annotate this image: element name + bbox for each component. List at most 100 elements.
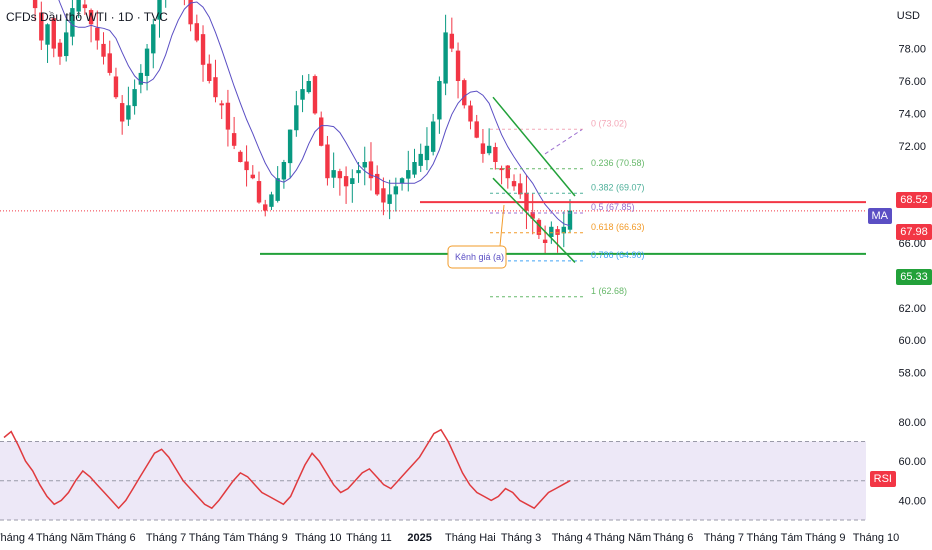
candle-body xyxy=(107,53,112,73)
candle-body xyxy=(511,181,517,187)
candle-body xyxy=(126,105,131,120)
symbol-title[interactable]: CFDs Dầu thô WTI · 1D · TVC xyxy=(6,10,168,24)
candle-body xyxy=(412,162,417,175)
ma-tag: MA xyxy=(867,208,892,224)
candle-body xyxy=(418,153,423,166)
candle-body xyxy=(238,151,243,162)
fib-level-label: 0.236 (70.58) xyxy=(591,158,645,168)
candle-body xyxy=(256,181,262,203)
current-price-tag: 67.98 xyxy=(896,224,932,240)
candle-body xyxy=(368,161,374,179)
annotation-pointer xyxy=(499,204,505,247)
candle-body xyxy=(57,42,63,57)
candle-body xyxy=(343,176,349,187)
candle-body xyxy=(430,121,436,152)
candle-body xyxy=(45,24,50,45)
rsi-tick-label: 40.00 xyxy=(898,495,926,507)
price-tick-label: 74.00 xyxy=(898,108,926,120)
candle-body xyxy=(250,174,255,179)
support-price-tag: 65.33 xyxy=(896,269,932,285)
price-tick-label: 72.00 xyxy=(898,141,926,153)
price-tick-label: 58.00 xyxy=(898,368,926,380)
candle-body xyxy=(325,144,330,179)
candle-body xyxy=(132,89,137,107)
candle-body xyxy=(231,133,237,146)
candle-body xyxy=(119,103,125,122)
ma-line xyxy=(58,0,571,227)
candle-body xyxy=(200,34,206,65)
candle-body xyxy=(555,229,560,235)
price-tick-label: 66.00 xyxy=(898,238,926,250)
time-axis-label: Tháng Năm xyxy=(36,532,93,544)
candle-body xyxy=(406,170,411,179)
fib-level-label: 0.382 (69.07) xyxy=(591,182,645,192)
fib-level-label: 0.618 (66.63) xyxy=(591,222,645,232)
candle-body xyxy=(505,165,511,179)
candle-body xyxy=(63,32,69,57)
candle-body xyxy=(76,0,81,12)
candle-body xyxy=(219,103,224,106)
candle-body xyxy=(449,33,455,49)
candle-body xyxy=(536,219,542,235)
candle-body xyxy=(474,121,479,138)
fib-level-label: 1 (62.68) xyxy=(591,286,627,296)
time-axis-label: Tháng 9 xyxy=(247,532,287,544)
candle-body xyxy=(399,178,405,184)
candle-body xyxy=(88,10,94,25)
candle-body xyxy=(443,32,448,84)
candle-body xyxy=(269,194,274,207)
candle-body xyxy=(51,18,56,49)
candle-body xyxy=(281,162,287,180)
candle-body xyxy=(393,186,399,195)
candle-body xyxy=(350,178,355,184)
candle-body xyxy=(188,0,193,25)
channel-upper-line xyxy=(492,96,576,197)
candle-body xyxy=(144,48,150,76)
candle-body xyxy=(207,63,212,81)
candle-body xyxy=(362,162,367,168)
candle-body xyxy=(549,226,554,237)
price-tick-label: 78.00 xyxy=(898,44,926,56)
fib-level-label: 0.786 (64.90) xyxy=(591,250,645,260)
time-axis-label: Tháng 11 xyxy=(346,532,392,544)
candle-body xyxy=(32,0,38,9)
annotation-box xyxy=(447,245,507,269)
candle-body xyxy=(213,77,218,98)
time-axis-label: Tháng 4 xyxy=(0,532,34,544)
candle-body xyxy=(263,204,268,211)
time-axis-label: Tháng Năm xyxy=(594,532,651,544)
time-axis-label: Tháng 10 xyxy=(295,532,341,544)
candle-body xyxy=(567,210,573,230)
candle-body xyxy=(518,183,523,195)
currency-label: USD xyxy=(896,10,920,22)
candle-body xyxy=(138,72,144,85)
time-axis-label: Tháng Tám xyxy=(189,532,245,544)
price-tick-label: 62.00 xyxy=(898,303,926,315)
candle-body xyxy=(356,170,361,174)
candle-body xyxy=(374,173,380,195)
candle-body xyxy=(337,171,343,179)
time-axis-label: Tháng Tám xyxy=(747,532,803,544)
candle-body xyxy=(70,8,75,37)
candle-body xyxy=(480,143,486,154)
rsi-tick-label: 60.00 xyxy=(898,456,926,468)
candle-body xyxy=(275,178,280,201)
candle-body xyxy=(113,76,119,98)
time-axis-label: Tháng 10 xyxy=(853,532,899,544)
time-axis-label: Tháng 4 xyxy=(552,532,592,544)
candle-body xyxy=(319,117,324,146)
candle-body xyxy=(225,102,231,130)
candle-body xyxy=(387,194,392,204)
time-axis-label: Tháng Hai xyxy=(445,532,496,544)
candle-body xyxy=(468,105,473,122)
candle-body xyxy=(493,147,498,162)
candle-body xyxy=(306,81,311,93)
fib-trend-line xyxy=(544,129,583,155)
candle-body xyxy=(486,145,492,154)
candle-body xyxy=(381,188,386,203)
time-axis-label: 2025 xyxy=(407,532,431,544)
candle-body xyxy=(101,43,106,57)
channel-lower-line xyxy=(492,177,576,263)
